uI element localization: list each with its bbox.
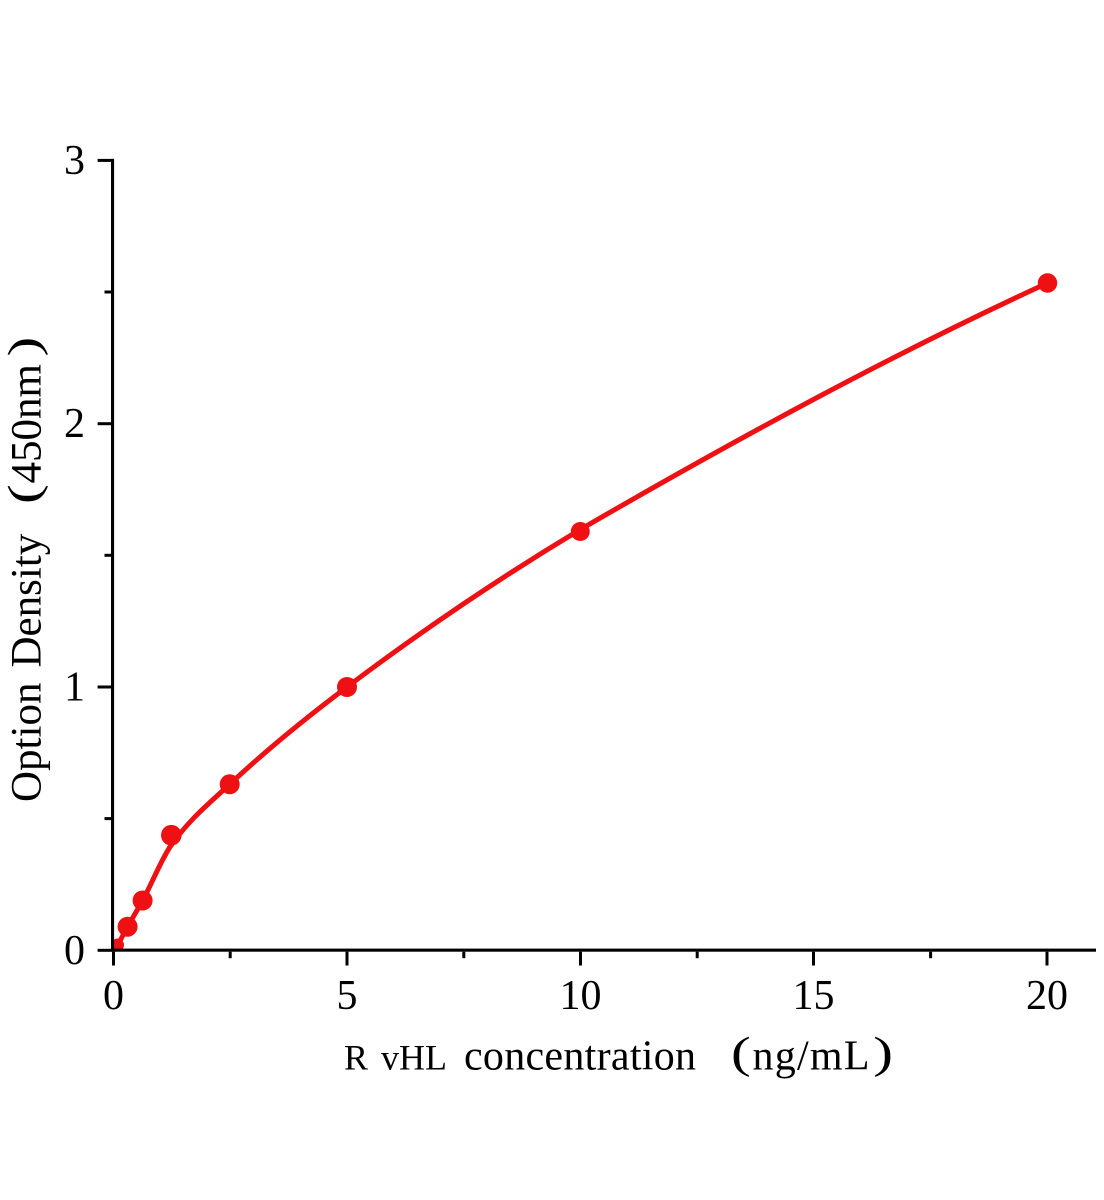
svg-text:20: 20	[1026, 973, 1068, 1019]
svg-text:Density: Density	[4, 533, 51, 667]
svg-text:5: 5	[337, 973, 358, 1019]
svg-text:Option: Option	[4, 683, 51, 802]
svg-text:(: (	[0, 484, 48, 504]
svg-text:): )	[0, 337, 48, 357]
svg-text:ng/mL: ng/mL	[753, 1034, 870, 1080]
svg-text:concentration: concentration	[464, 1034, 696, 1080]
svg-text:2: 2	[64, 401, 85, 447]
svg-text:15: 15	[793, 973, 835, 1019]
svg-text:450nm: 450nm	[4, 364, 51, 483]
svg-text:): )	[873, 1029, 893, 1078]
svg-text:R: R	[344, 1038, 368, 1078]
svg-text:0: 0	[64, 928, 85, 974]
svg-text:(: (	[731, 1029, 751, 1078]
svg-text:1: 1	[64, 665, 85, 711]
svg-text:10: 10	[560, 973, 602, 1019]
svg-text:0: 0	[103, 973, 124, 1019]
svg-text:vHL: vHL	[381, 1038, 447, 1078]
svg-text:3: 3	[64, 138, 85, 184]
